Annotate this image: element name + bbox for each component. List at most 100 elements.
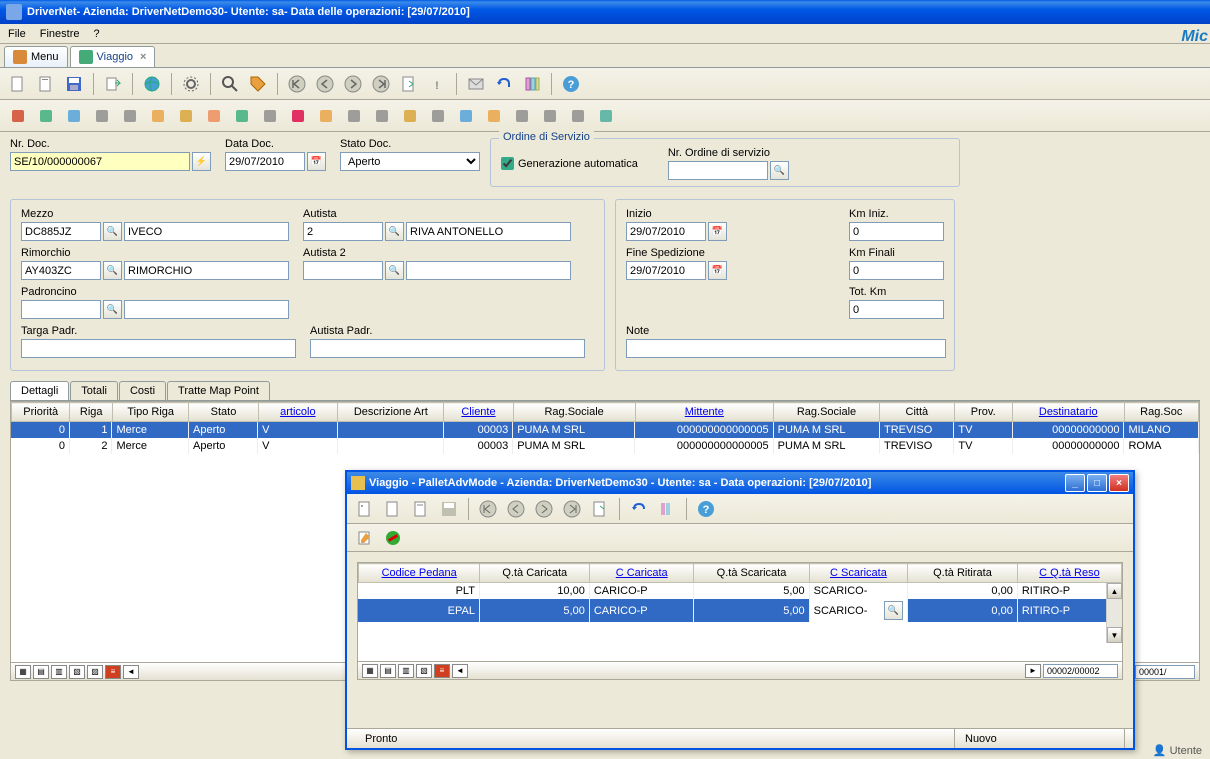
grid-nav-button[interactable]: ▤: [33, 665, 49, 679]
grid-counter[interactable]: [1135, 665, 1195, 679]
toolbar2-button-4[interactable]: [118, 104, 142, 128]
fine-input[interactable]: [626, 261, 706, 280]
mezzo-lookup-button[interactable]: 🔍: [103, 222, 122, 241]
toolbar2-button-7[interactable]: [202, 104, 226, 128]
autista-lookup-button[interactable]: 🔍: [385, 222, 404, 241]
note-input[interactable]: [626, 339, 946, 358]
autista2-lookup-button[interactable]: 🔍: [385, 261, 404, 280]
child-tb-button-8[interactable]: [560, 497, 584, 521]
column-header[interactable]: Città: [880, 403, 954, 422]
child-tb-button-11[interactable]: [627, 497, 651, 521]
table-row[interactable]: 02MerceApertoV00003PUMA M SRL00000000000…: [11, 438, 1199, 454]
nav-first-button[interactable]: [285, 72, 309, 96]
grid-nav-button[interactable]: ▤: [380, 664, 396, 678]
column-header[interactable]: Rag.Sociale: [773, 403, 879, 422]
tab-tratte[interactable]: Tratte Map Point: [167, 381, 270, 400]
inizio-cal-button[interactable]: 📅: [708, 222, 727, 241]
close-button[interactable]: ×: [1109, 474, 1129, 492]
targa-input[interactable]: [21, 339, 296, 358]
column-header[interactable]: Q.tà Caricata: [480, 564, 590, 583]
nav-last-button[interactable]: [369, 72, 393, 96]
grid-nav-button[interactable]: ▦: [362, 664, 378, 678]
toolbar2-button-14[interactable]: [398, 104, 422, 128]
toolbar2-button-19[interactable]: [538, 104, 562, 128]
km-iniz-input[interactable]: [849, 222, 944, 241]
toolbar2-button-0[interactable]: [6, 104, 30, 128]
column-header[interactable]: C Q.tà Reso: [1017, 564, 1121, 583]
child-edit-button[interactable]: [353, 526, 377, 550]
table-row[interactable]: PLT10,00CARICO-P5,00SCARICO-0,00RITIRO-P: [358, 583, 1122, 599]
column-header[interactable]: Codice Pedana: [359, 564, 480, 583]
grid-nav-next[interactable]: ►: [1025, 664, 1041, 678]
tab-menu[interactable]: Menu: [4, 46, 68, 67]
toolbar2-button-3[interactable]: [90, 104, 114, 128]
toolbar2-button-6[interactable]: [174, 104, 198, 128]
maximize-button[interactable]: □: [1087, 474, 1107, 492]
toolbar2-button-9[interactable]: [258, 104, 282, 128]
child-cancel-button[interactable]: [381, 526, 405, 550]
column-header[interactable]: articolo: [258, 403, 338, 422]
child-tb-button-7[interactable]: [532, 497, 556, 521]
scroll-up-icon[interactable]: ▲: [1107, 583, 1122, 599]
autista-padr-input[interactable]: [310, 339, 585, 358]
column-header[interactable]: Riga: [70, 403, 113, 422]
auto-gen-checkbox[interactable]: Generazione automatica: [501, 157, 638, 170]
mezzo-desc-input[interactable]: [124, 222, 289, 241]
toolbar2-button-8[interactable]: [230, 104, 254, 128]
tab-dettagli[interactable]: Dettagli: [10, 381, 69, 400]
column-header[interactable]: Rag.Soc: [1124, 403, 1198, 422]
autista2-desc-input[interactable]: [406, 261, 571, 280]
toolbar2-button-15[interactable]: [426, 104, 450, 128]
child-scrollbar[interactable]: ▲ ▼: [1106, 583, 1122, 643]
child-tb-button-5[interactable]: [476, 497, 500, 521]
minimize-button[interactable]: _: [1065, 474, 1085, 492]
data-doc-input[interactable]: [225, 152, 305, 171]
help-button[interactable]: ?: [559, 72, 583, 96]
padroncino-lookup-button[interactable]: 🔍: [103, 300, 122, 319]
inizio-input[interactable]: [626, 222, 706, 241]
autista-code-input[interactable]: [303, 222, 383, 241]
data-doc-cal-button[interactable]: 📅: [307, 152, 326, 171]
child-tb-button-9[interactable]: [588, 497, 612, 521]
child-tb-button-3[interactable]: [437, 497, 461, 521]
export-button[interactable]: [101, 72, 125, 96]
doc-goto-button[interactable]: [397, 72, 421, 96]
child-tb-button-12[interactable]: [655, 497, 679, 521]
child-tb-button-0[interactable]: [353, 497, 377, 521]
padroncino-desc-input[interactable]: [124, 300, 289, 319]
tab-viaggio[interactable]: Viaggio×: [70, 46, 156, 67]
child-tb-button-1[interactable]: [381, 497, 405, 521]
open-doc-button[interactable]: [34, 72, 58, 96]
nav-next-button[interactable]: [341, 72, 365, 96]
alert-button[interactable]: !: [425, 72, 449, 96]
column-header[interactable]: Q.tà Ritirata: [908, 564, 1018, 583]
menu-help[interactable]: ?: [93, 28, 99, 40]
rimorchio-desc-input[interactable]: [124, 261, 289, 280]
padroncino-code-input[interactable]: [21, 300, 101, 319]
child-tb-button-14[interactable]: ?: [694, 497, 718, 521]
grid-nav-button[interactable]: ▧: [69, 665, 85, 679]
toolbar2-button-16[interactable]: [454, 104, 478, 128]
grid-nav-button[interactable]: ▨: [87, 665, 103, 679]
column-header[interactable]: Cliente: [444, 403, 513, 422]
grid-nav-prev[interactable]: ◄: [452, 664, 468, 678]
column-header[interactable]: Rag.Sociale: [513, 403, 635, 422]
undo-button[interactable]: [492, 72, 516, 96]
column-header[interactable]: Descrizione Art: [338, 403, 444, 422]
column-header[interactable]: Prov.: [954, 403, 1012, 422]
grid-nav-button[interactable]: ▧: [416, 664, 432, 678]
save-button[interactable]: [62, 72, 86, 96]
toolbar2-button-1[interactable]: [34, 104, 58, 128]
grid-nav-button[interactable]: ▥: [51, 665, 67, 679]
nr-ordine-lookup-button[interactable]: 🔍: [770, 161, 789, 180]
child-grid-counter[interactable]: [1043, 664, 1118, 678]
km-tot-input[interactable]: [849, 300, 944, 319]
stato-doc-select[interactable]: Aperto: [340, 152, 480, 171]
column-header[interactable]: C Caricata: [590, 564, 694, 583]
nr-ordine-input[interactable]: [668, 161, 768, 180]
tag-button[interactable]: [246, 72, 270, 96]
fine-cal-button[interactable]: 📅: [708, 261, 727, 280]
cell-lookup-button[interactable]: 🔍: [884, 601, 903, 620]
column-header[interactable]: Stato: [189, 403, 258, 422]
grid-nav-button[interactable]: ▦: [15, 665, 31, 679]
